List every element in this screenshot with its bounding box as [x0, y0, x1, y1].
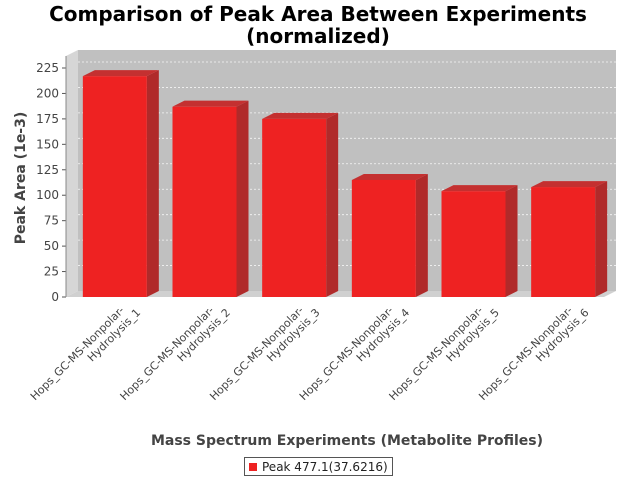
plot-area: 0255075100125150175200225Hops_GC-MS-Nonp…	[28, 50, 616, 403]
chart-subtitle: (normalized)	[246, 24, 390, 48]
y-tick-label: 200	[36, 86, 59, 100]
bar-top	[262, 112, 339, 119]
bar-top	[172, 100, 249, 107]
y-tick-label: 125	[36, 163, 59, 177]
y-axis-title: Peak Area (1e-3)	[13, 112, 29, 245]
bar	[82, 76, 147, 298]
legend-label: Peak 477.1(37.6216)	[262, 459, 388, 474]
bar	[172, 106, 237, 297]
bar-side	[415, 173, 428, 297]
y-tick-label: 75	[44, 214, 59, 228]
legend: Peak 477.1(37.6216)	[244, 457, 393, 476]
y-tick-label: 175	[36, 112, 59, 126]
bar-top	[531, 181, 608, 188]
bar-top	[82, 70, 159, 77]
y-tick-label: 225	[36, 61, 59, 75]
y-tick-label: 0	[51, 290, 59, 304]
plot-side-wall	[66, 50, 78, 297]
bar	[531, 187, 596, 297]
y-tick-label: 25	[44, 265, 59, 279]
legend-swatch	[249, 462, 257, 471]
plot-background	[78, 50, 616, 291]
bar-side	[236, 100, 249, 297]
chart-title: Comparison of Peak Area Between Experime…	[49, 2, 587, 26]
x-axis-title: Mass Spectrum Experiments (Metabolite Pr…	[151, 433, 543, 449]
bar	[441, 191, 506, 297]
bar-side	[505, 185, 518, 297]
bar-side	[146, 70, 159, 298]
bar	[351, 179, 416, 297]
bar	[262, 118, 327, 297]
y-tick-label: 150	[36, 137, 59, 151]
bar-top	[351, 173, 428, 180]
bar-side	[595, 181, 608, 297]
y-tick-label: 100	[36, 188, 59, 202]
y-tick-label: 50	[44, 239, 59, 253]
bar-top	[441, 185, 518, 192]
bar-side	[326, 112, 339, 297]
